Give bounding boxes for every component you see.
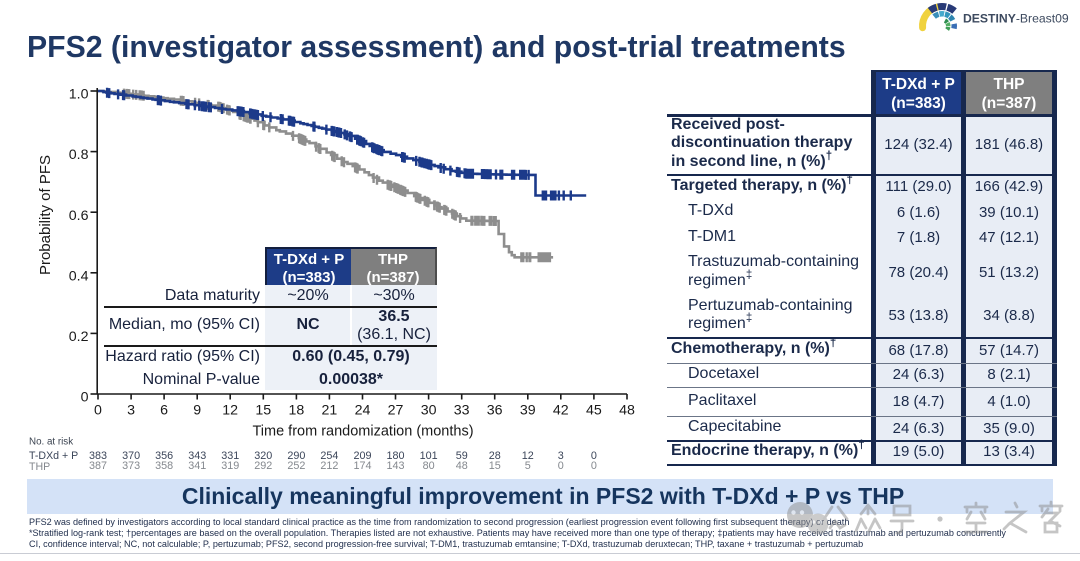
svg-text:356: 356 (155, 450, 173, 462)
svg-text:209: 209 (353, 450, 371, 462)
svg-text:Probability of PFS: Probability of PFS (37, 155, 54, 275)
svg-text:0: 0 (591, 450, 597, 462)
svg-text:DESTINY-Breast09: DESTINY-Breast09 (963, 12, 1069, 26)
svg-text:383: 383 (89, 450, 107, 462)
svg-text:33: 33 (454, 403, 470, 419)
svg-text:358: 358 (155, 460, 173, 472)
svg-text:387: 387 (89, 460, 107, 472)
svg-text:331: 331 (221, 450, 239, 462)
svg-text:5: 5 (525, 460, 531, 472)
svg-text:0: 0 (94, 403, 102, 419)
svg-text:45: 45 (586, 403, 602, 419)
svg-text:15: 15 (255, 403, 271, 419)
svg-text:1.0: 1.0 (69, 87, 89, 103)
svg-text:343: 343 (188, 450, 206, 462)
svg-text:No. at risk: No. at risk (29, 437, 73, 448)
svg-text:0: 0 (558, 460, 564, 472)
svg-text:9: 9 (193, 403, 201, 419)
svg-text:48: 48 (619, 403, 635, 419)
svg-text:0: 0 (81, 390, 89, 406)
svg-text:80: 80 (423, 460, 435, 472)
svg-text:212: 212 (320, 460, 338, 472)
svg-text:T-DXd + P: T-DXd + P (29, 450, 78, 462)
svg-text:0: 0 (591, 460, 597, 472)
svg-text:290: 290 (287, 450, 305, 462)
svg-text:0.4: 0.4 (69, 268, 89, 284)
svg-text:254: 254 (320, 450, 338, 462)
svg-text:6: 6 (160, 403, 168, 419)
svg-text:370: 370 (122, 450, 140, 462)
svg-text:59: 59 (456, 450, 468, 462)
svg-text:42: 42 (553, 403, 569, 419)
svg-text:252: 252 (287, 460, 305, 472)
svg-text:28: 28 (489, 450, 501, 462)
svg-text:319: 319 (221, 460, 239, 472)
svg-text:48: 48 (456, 460, 468, 472)
svg-text:15: 15 (489, 460, 501, 472)
svg-text:3: 3 (127, 403, 135, 419)
svg-text:36: 36 (487, 403, 503, 419)
svg-text:30: 30 (421, 403, 437, 419)
svg-text:341: 341 (188, 460, 206, 472)
svg-text:320: 320 (254, 450, 272, 462)
svg-text:27: 27 (388, 403, 404, 419)
svg-text:373: 373 (122, 460, 140, 472)
svg-text:21: 21 (322, 403, 338, 419)
svg-text:0.8: 0.8 (69, 147, 89, 163)
svg-text:39: 39 (520, 403, 536, 419)
svg-text:THP: THP (29, 461, 50, 473)
svg-text:18: 18 (289, 403, 305, 419)
svg-text:Time from randomization (month: Time from randomization (months) (252, 424, 473, 440)
svg-text:101: 101 (420, 450, 438, 462)
svg-text:143: 143 (386, 460, 404, 472)
svg-text:24: 24 (355, 403, 371, 419)
svg-text:292: 292 (254, 460, 272, 472)
svg-text:180: 180 (386, 450, 404, 462)
svg-text:0.2: 0.2 (69, 329, 89, 345)
svg-text:12: 12 (522, 450, 534, 462)
svg-text:12: 12 (222, 403, 238, 419)
svg-text:0.6: 0.6 (69, 208, 89, 224)
svg-text:3: 3 (558, 450, 564, 462)
svg-text:174: 174 (353, 460, 371, 472)
